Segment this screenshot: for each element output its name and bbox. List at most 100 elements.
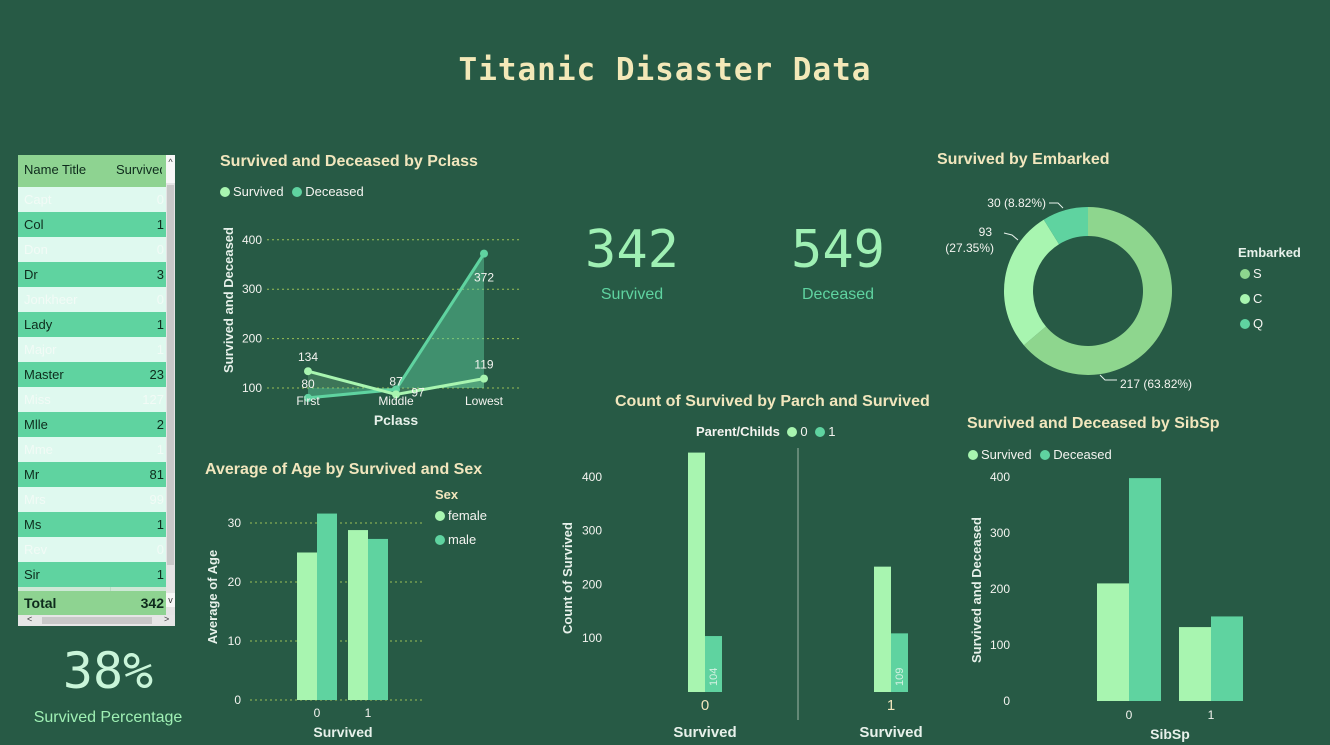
parch-bar-chart[interactable]: 100 200 300 400 Count of Survived 104 0 Survive…	[550, 440, 935, 745]
scroll-up-arrow-icon[interactable]: ^	[166, 155, 175, 183]
embarked-donut-chart[interactable]: 217 (63.82%) 93 (27.35%) 30 (8.82%)	[930, 180, 1210, 400]
male-legend-dot-icon	[435, 535, 445, 545]
legend-sibsp-deceased[interactable]: Deceased	[1053, 447, 1112, 462]
age-chart-title: Average of Age by Survived and Sex	[205, 461, 483, 478]
pclass-area-chart[interactable]: 100 200 300 400 134 87 119 80 97 372 First Middle Lo…	[200, 200, 530, 430]
y-tick-label: 0	[234, 693, 241, 707]
survived-cell: 0	[156, 242, 164, 257]
name-title-cell: Miss	[24, 392, 51, 407]
table-row[interactable]: Don 0	[18, 237, 166, 262]
x-tick-label: First	[296, 394, 320, 408]
y-tick-label: 100	[242, 381, 262, 395]
legend-item-female[interactable]: female	[435, 508, 487, 523]
x-tick-label: 0	[314, 706, 321, 720]
survived-cell: 0	[156, 292, 164, 307]
facet-label: 0	[701, 697, 709, 714]
survived-data-label: 134	[298, 350, 318, 364]
sibsp-bar-Survived	[1097, 583, 1129, 701]
name-title-cell: Sir	[24, 567, 40, 582]
legend-sibsp-survived[interactable]: Survived	[981, 447, 1032, 462]
sibsp-chart-legend: Survived Deceased	[968, 447, 1112, 462]
survived-percentage-label: Survived Percentage	[33, 709, 183, 726]
survived-cell: 0	[156, 192, 164, 207]
name-title-table[interactable]: Name Title Survived Capt 0 Col 1 Don 0 Dr 3 Jonk…	[18, 155, 175, 615]
survived-percentage-value: 38%	[62, 642, 154, 700]
x-tick-label: 0	[1126, 708, 1133, 722]
legend-item-s[interactable]: S	[1240, 266, 1301, 281]
survived-point	[480, 374, 488, 383]
table-row[interactable]: Mlle 2	[18, 412, 166, 437]
s-legend-dot-icon	[1240, 269, 1250, 279]
y-axis-label: Average of Age	[205, 550, 220, 644]
table-row[interactable]: Mr 81	[18, 462, 166, 487]
survived-cell: 23	[149, 367, 164, 382]
column-header-name-title[interactable]: Name Title	[24, 162, 87, 177]
table-row[interactable]: Major 1	[18, 337, 166, 362]
legend-deceased[interactable]: Deceased	[305, 184, 364, 199]
parch-chart-title: Count of Survived by Parch and Survived	[615, 393, 930, 410]
survived-cell: 1	[156, 317, 164, 332]
sibsp-bar-chart[interactable]: 0 100 200 300 400 Survived and Deceased 0 1 SibS…	[960, 465, 1260, 745]
name-title-cell: Ms	[24, 517, 42, 532]
legend-item-c[interactable]: C	[1240, 291, 1301, 306]
name-title-cell: Mlle	[24, 417, 48, 432]
parch-chart-legend: Parent/Childs 0 1	[696, 424, 836, 439]
survived-cell: 2	[156, 417, 164, 432]
total-label: Total	[24, 595, 57, 611]
y-axis-label: Survived and Deceased	[969, 517, 984, 663]
legend-parch-0[interactable]: 0	[800, 424, 808, 439]
y-tick-label: 10	[228, 634, 242, 648]
y-tick-label: 300	[582, 524, 602, 538]
legend-item-q[interactable]: Q	[1240, 316, 1301, 331]
y-tick-label: 100	[990, 638, 1010, 652]
table-row[interactable]: Ms 1	[18, 512, 166, 537]
column-header-survived[interactable]: Survived	[116, 162, 162, 177]
label-leader-line	[1003, 232, 1019, 241]
survived-cell: 1	[156, 567, 164, 582]
table-row[interactable]: Sir 1	[18, 562, 166, 587]
kpi-survived-label: Survived	[600, 286, 664, 303]
legend-parch-1[interactable]: 1	[828, 424, 836, 439]
legend-item-male[interactable]: male	[435, 532, 487, 547]
donut-slice-q	[1043, 207, 1088, 245]
horizontal-scroll-thumb[interactable]	[42, 617, 152, 624]
scroll-right-arrow-icon[interactable]: >	[164, 614, 170, 624]
deceased-legend-dot-icon	[292, 187, 303, 197]
age-bar-male	[368, 538, 388, 700]
dashboard-title: Titanic Disaster Data	[458, 52, 872, 88]
name-title-cell: Lady	[24, 317, 53, 332]
scroll-down-arrow-icon[interactable]: v	[166, 593, 175, 607]
table-vertical-scrollbar[interactable]: ^ v	[166, 155, 175, 615]
embarked-legend-title: Embarked	[1238, 245, 1301, 260]
table-row[interactable]: Mme 1	[18, 437, 166, 462]
table-row[interactable]: Dr 3	[18, 262, 166, 287]
table-horizontal-scrollbar[interactable]: < >	[18, 614, 175, 626]
scroll-left-arrow-icon[interactable]: <	[27, 614, 33, 624]
survived-cell: 1	[156, 217, 164, 232]
parch-bar-0	[874, 566, 891, 692]
survived-point	[304, 367, 312, 376]
table-row[interactable]: Capt 0	[18, 187, 166, 212]
table-row[interactable]: Lady 1	[18, 312, 166, 337]
legend-survived[interactable]: Survived	[233, 184, 284, 199]
name-title-cell: Dr	[24, 267, 38, 282]
table-row[interactable]: Mrs 99	[18, 487, 166, 512]
facet-label: 1	[887, 697, 895, 714]
survived-cell: 81	[149, 467, 164, 482]
y-tick-label: 200	[242, 332, 262, 346]
table-row[interactable]: Miss 127	[18, 387, 166, 412]
scroll-thumb[interactable]	[167, 185, 174, 565]
survived-cell: 3	[156, 267, 164, 282]
y-axis-label: Count of Survived	[560, 522, 575, 634]
c-legend-dot-icon	[1240, 294, 1250, 304]
name-title-cell: Major	[24, 342, 57, 357]
table-row[interactable]: Master 23	[18, 362, 166, 387]
deceased-point	[304, 393, 312, 402]
donut-slice-s	[1023, 207, 1172, 375]
y-tick-label: 300	[242, 282, 262, 296]
age-bar-chart[interactable]: 0 10 20 30 0 1 Survived Average of Age	[200, 490, 435, 745]
table-row[interactable]: Jonkheer 0	[18, 287, 166, 312]
table-row[interactable]: Col 1	[18, 212, 166, 237]
age-bar-female	[348, 530, 368, 700]
table-row[interactable]: Rev 0	[18, 537, 166, 562]
